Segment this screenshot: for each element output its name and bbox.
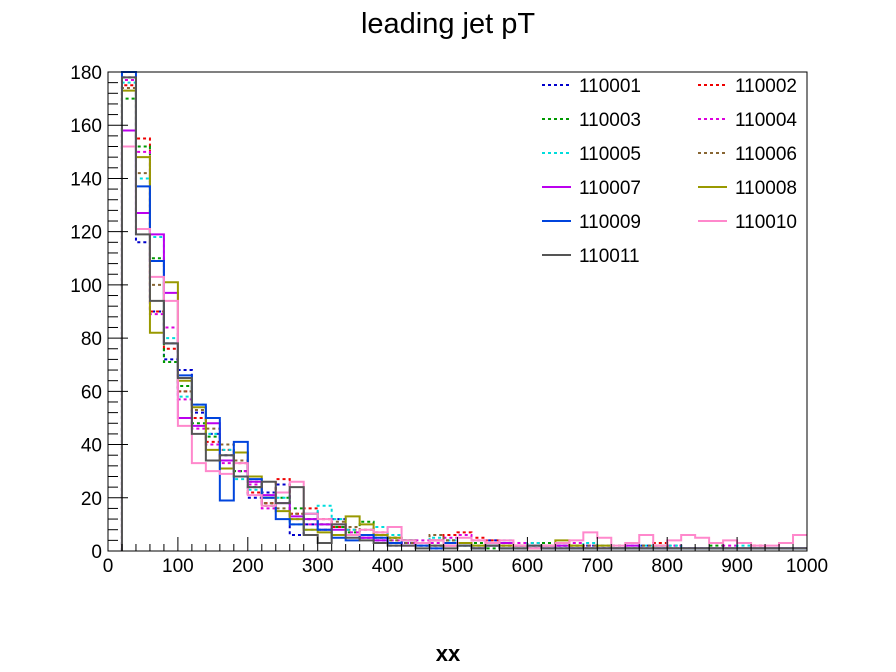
y-tick-label: 120 bbox=[70, 223, 102, 244]
legend-label: 110001 bbox=[579, 76, 641, 97]
x-tick-label: 400 bbox=[372, 556, 404, 577]
series-line-110003 bbox=[120, 97, 807, 551]
y-tick-label: 20 bbox=[81, 489, 102, 510]
y-tick-label: 180 bbox=[70, 63, 102, 84]
y-tick-label: 100 bbox=[70, 276, 102, 297]
series-layer bbox=[120, 71, 807, 551]
x-tick-label: 200 bbox=[232, 556, 264, 577]
y-tick-label: 160 bbox=[70, 116, 102, 137]
legend: 110001 110002 110003 110004 110005 110006 1100… bbox=[542, 76, 797, 267]
legend-label: 110011 bbox=[579, 246, 640, 267]
series-line-110007 bbox=[120, 129, 807, 551]
x-tick-label: 1000 bbox=[786, 556, 828, 577]
series-line-110002 bbox=[120, 84, 807, 551]
x-tick-label: 700 bbox=[581, 556, 613, 577]
y-tick-label: 140 bbox=[70, 169, 102, 190]
legend-label: 110008 bbox=[735, 178, 797, 199]
legend-label: 110003 bbox=[579, 110, 641, 131]
y-tick-label: 40 bbox=[81, 436, 102, 457]
legend-label: 110004 bbox=[735, 110, 797, 131]
x-tick-label: 100 bbox=[162, 556, 194, 577]
chart-title: leading jet pT bbox=[361, 8, 535, 40]
legend-label: 110009 bbox=[579, 212, 641, 233]
x-axis-label: xx bbox=[436, 641, 461, 666]
series-line-110001 bbox=[120, 76, 807, 551]
y-tick-label: 0 bbox=[91, 542, 102, 563]
x-tick-label: 0 bbox=[103, 556, 114, 577]
axes-layer: 0 100 200 300 400 500 600 700 800 900 1000 0 20 40 60 8… bbox=[70, 63, 828, 577]
x-tick-label: 600 bbox=[512, 556, 544, 577]
x-tick-label: 800 bbox=[651, 556, 683, 577]
legend-label: 110010 bbox=[735, 212, 797, 233]
x-tick-label: 500 bbox=[442, 556, 474, 577]
series-line-110009 bbox=[120, 71, 807, 551]
series-line-110010 bbox=[120, 145, 807, 551]
series-line-110004 bbox=[120, 78, 807, 551]
legend-label: 110005 bbox=[579, 144, 641, 165]
series-line-110006 bbox=[120, 86, 807, 551]
legend-label: 110002 bbox=[735, 76, 797, 97]
series-line-110008 bbox=[120, 89, 807, 551]
plot-frame bbox=[107, 71, 808, 552]
x-tick-label: 300 bbox=[302, 556, 334, 577]
y-tick-label: 80 bbox=[81, 329, 102, 350]
y-tick-label: 60 bbox=[81, 382, 102, 403]
legend-label: 110006 bbox=[735, 144, 797, 165]
series-line-110011 bbox=[120, 76, 807, 551]
x-tick-label: 900 bbox=[721, 556, 753, 577]
legend-label: 110007 bbox=[579, 178, 641, 199]
